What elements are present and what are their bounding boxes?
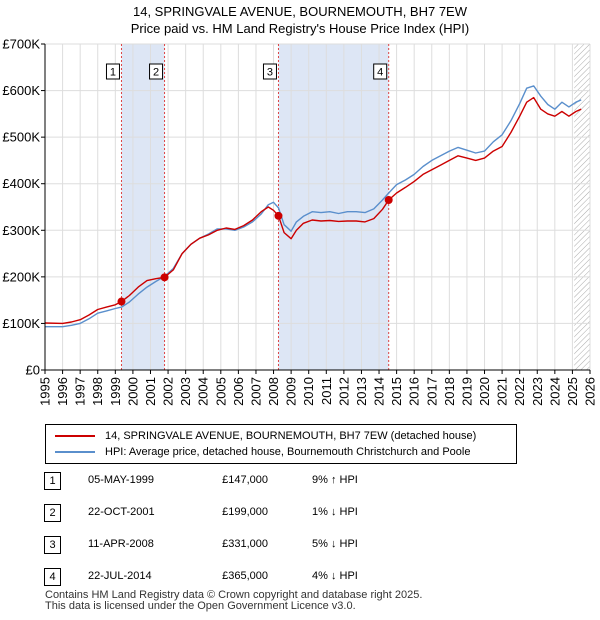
x-tick-label: 1998 [90,377,105,406]
x-tick-label: 2004 [196,377,211,406]
chart-title-line2: Price paid vs. HM Land Registry's House … [130,21,470,36]
sale-box [373,63,388,80]
sale-row: 3 11-APR-2008 £331,000 5% ↓ HPI [44,536,384,554]
x-tick-label: 2014 [372,377,387,406]
footer-line2: This data is licensed under the Open Gov… [45,600,356,612]
x-tick-label: 2018 [442,377,457,406]
sale-date: 22-JUL-2014 [88,570,152,582]
hpi-line [45,85,582,328]
sale-box-label: 4 [377,67,383,79]
sale-box [262,63,277,80]
x-tick-label: 2024 [547,377,562,406]
legend-hpi-swatch [55,451,95,453]
footer-attribution: Contains HM Land Registry data © Crown c… [45,590,422,612]
sale-hpi-delta: 5% ↓ HPI [312,538,358,550]
x-tick-label: 1995 [38,377,53,406]
x-tick-label: 2001 [143,377,158,406]
sale-box [105,63,120,80]
x-tick-label: 2015 [389,377,404,406]
sale-date: 11-APR-2008 [88,538,154,550]
sale-hpi-delta: 9% ↑ HPI [312,474,358,486]
sale-date: 05-MAY-1999 [88,474,155,486]
sale-point [117,297,126,306]
price-line [44,96,582,325]
x-tick-label: 2007 [248,377,263,406]
y-tick-label: £500K [2,130,40,145]
sale-number-badge: 2 [44,504,61,522]
sale-price: £365,000 [222,570,268,582]
x-tick-label: 2000 [125,377,140,406]
y-tick-label: £600K [2,83,40,98]
x-tick-label: 1996 [55,377,70,406]
sale-price: £331,000 [222,538,268,550]
sale-box-label: 3 [267,67,273,79]
footer-line1: Contains HM Land Registry data © Crown c… [45,589,423,601]
y-tick-label: £100K [2,316,40,331]
y-tick-label: £300K [2,223,40,238]
sale-point [160,273,169,282]
x-tick-label: 2005 [213,377,228,406]
sale-box-label: 1 [110,67,116,79]
x-tick-label: 1999 [108,377,123,406]
x-tick-label: 2023 [530,377,545,406]
sale-number-badge: 1 [44,472,61,490]
x-tick-label: 2012 [336,377,351,406]
sale-row: 1 05-MAY-1999 £147,000 9% ↑ HPI [44,472,384,490]
x-tick-label: 2016 [407,377,422,406]
sale-point [384,196,393,205]
x-tick-label: 1997 [73,377,88,406]
x-tick-label: 2025 [565,377,580,406]
y-tick-label: £400K [2,176,40,191]
shaded-region [278,44,389,370]
y-tick-label: £200K [2,269,40,284]
sale-price: £199,000 [222,506,268,518]
chart-title: 14, SPRINGVALE AVENUE, BOURNEMOUTH, BH7 … [0,3,600,37]
sale-point [274,211,283,220]
shaded-region [121,44,165,370]
x-tick-label: 2026 [583,377,598,406]
legend-price-swatch [55,435,95,437]
x-tick-label: 2019 [459,377,474,406]
sale-row: 4 22-JUL-2014 £365,000 4% ↓ HPI [44,568,384,586]
x-tick-label: 2022 [512,377,527,406]
sale-number-badge: 3 [44,536,61,554]
x-tick-label: 2020 [477,377,492,406]
x-tick-label: 2008 [266,377,281,406]
x-tick-label: 2009 [284,377,299,406]
price-chart: 1 2 3 4 £0 £100K £200K £300K £400K £500K £600K £70… [2,37,598,406]
sale-price: £147,000 [222,474,268,486]
x-tick-label: 2017 [424,377,439,406]
legend-price-row: 14, SPRINGVALE AVENUE, BOURNEMOUTH, BH7 … [55,429,476,443]
y-tick-label: £0 [26,363,40,378]
chart-title-line1: 14, SPRINGVALE AVENUE, BOURNEMOUTH, BH7 … [133,4,467,19]
x-tick-label: 2013 [354,377,369,406]
sale-hpi-delta: 4% ↓ HPI [312,570,358,582]
x-tick-label: 2021 [495,377,510,406]
x-tick-label: 2010 [301,377,316,406]
sale-row: 2 22-OCT-2001 £199,000 1% ↓ HPI [44,504,384,522]
legend-hpi-row: HPI: Average price, detached house, Bour… [55,445,470,459]
y-tick-label: £700K [2,37,40,52]
sale-box [149,63,164,80]
sale-number-badge: 4 [44,568,61,586]
legend: 14, SPRINGVALE AVENUE, BOURNEMOUTH, BH7 … [45,424,517,464]
x-tick-label: 2003 [178,377,193,406]
sale-box-label: 2 [153,67,159,79]
x-tick-label: 2006 [231,377,246,406]
sale-hpi-delta: 1% ↓ HPI [312,506,358,518]
sale-date: 22-OCT-2001 [88,506,155,518]
legend-hpi-label: HPI: Average price, detached house, Bour… [105,446,471,458]
legend-price-label: 14, SPRINGVALE AVENUE, BOURNEMOUTH, BH7 … [105,430,477,442]
x-tick-label: 2011 [319,377,334,405]
x-tick-label: 2002 [161,377,176,406]
projection-hatch [574,44,590,370]
